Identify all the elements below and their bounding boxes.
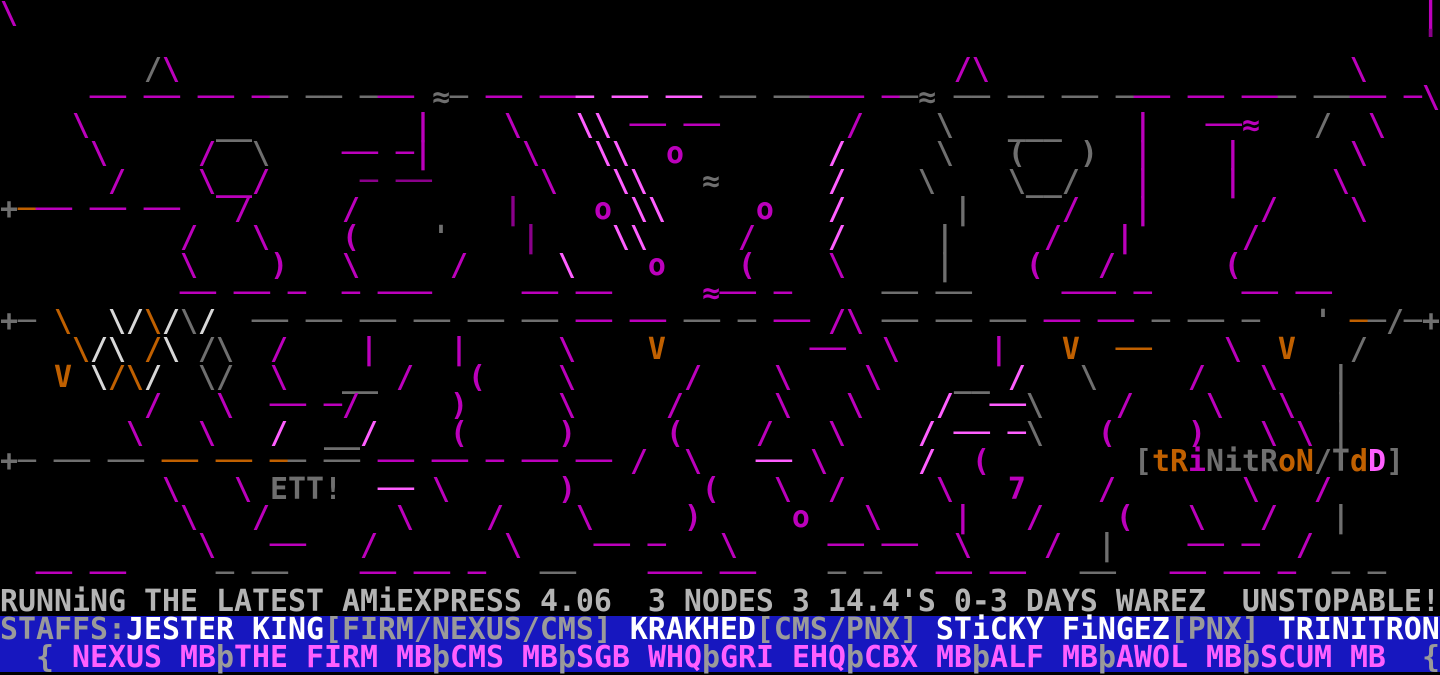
ansi-art-row: / \__/ ─ ── \ \\ ≈ / \ \__/ | | \ xyxy=(107,164,1350,199)
ansi-art-row: \ \ ETT! ── \ ) ( \ / \ 7 / \ / xyxy=(161,472,1332,507)
ansi-art-row: ── ── ─ ─ ─── ── ── ≈── ─ ── ── ─── ─ ──… xyxy=(179,276,1332,311)
ansi-art-row: ── ── ─ ── ── ── ─ ── ─── ── ─ ─ ── ── ─… xyxy=(36,556,1386,591)
ansi-art-row: ── ── ── ── ── ─── ≈─ ── ─── ── ── ── ──… xyxy=(89,80,1440,115)
ansi-art-row: / \ ── ─/ ) \ / \ \ / ──\ / \ \ | xyxy=(143,388,1350,423)
boards-line: { NEXUS MBþTHE FIRM MBþCMS MBþSGB WHQþGR… xyxy=(0,643,1440,672)
ansi-art-row: \ | xyxy=(0,0,1440,31)
ansi-art-row: \ ) \ / \ o ( \ | ( / ( xyxy=(179,248,1242,283)
ansi-art-row: \/\ /\ /\ / | | \ V ── \ | V ── \ V / xyxy=(71,332,1368,367)
ansi-art-row: +─── ── ── / / | o \\ o / | / | / \ xyxy=(0,192,1368,227)
ansi-art-row: /\ /\ \ xyxy=(143,52,1368,87)
ansi-art-row: / \ ( ' | \\ / / | / | / xyxy=(179,220,1260,255)
ansi-art-row: \ / \ ── ─| \ \\ o / \ ( ) | | \ xyxy=(89,136,1368,171)
ansi-art-row: \ \ / __/ ( ) ( / \ / ── ─\ ( ) \ \ | xyxy=(125,416,1350,451)
ansi-art-row: \ __ | \ \\ ── ── / \ ___ | ──≈ / \ xyxy=(71,108,1386,143)
ansi-art-row: +─ ── ── ── ── ── ── ── ── ─ ── ── / \ ─… xyxy=(0,444,1404,479)
ansi-art-row: \ ── / \ ── ─ \ ── ── \ / | ── ─ / xyxy=(197,528,1314,563)
ansi-art-row: \ / \ / \ ) o \ | / ( \ / | xyxy=(179,500,1350,535)
ansi-art-row: ' xyxy=(1421,24,1440,59)
staff-line: STAFFS:JESTER KING[FIRM/NEXUS/CMS] KRAKH… xyxy=(0,612,1440,647)
status-line: RUNNiNG THE LATEST AMiEXPRESS 4.06 3 NOD… xyxy=(0,584,1440,619)
ansi-art-row: V \/\/ \/ \ __ / ( \ / \ \ __ / \ / \ | xyxy=(54,360,1350,395)
ansi-art-row: +─ \ \/\/\/ ── ── ── ── ── ── ── ── ── ─… xyxy=(0,304,1440,339)
